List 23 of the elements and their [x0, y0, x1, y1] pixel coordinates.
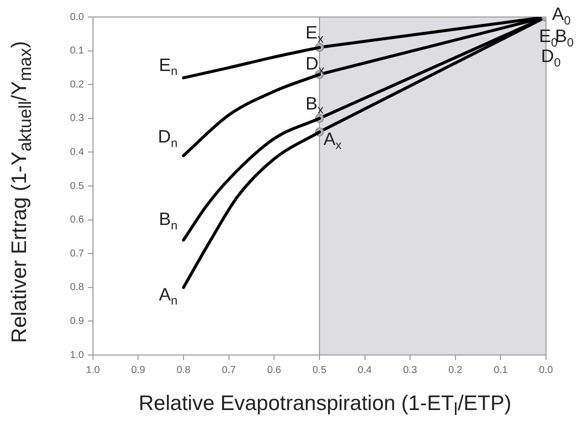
- x-tick-label: 0.1: [494, 364, 508, 376]
- x-tick-label: 0.3: [403, 364, 418, 376]
- y-tick-label: 0.0: [70, 12, 84, 23]
- y-tick-label: 0.6: [70, 214, 84, 226]
- x-tick-label: 0.8: [176, 364, 191, 376]
- y-tick-label: 0.2: [70, 79, 84, 90]
- x-tick-label: 0.7: [222, 364, 236, 376]
- y-tick-label: 0.8: [70, 282, 84, 294]
- x-tick-label: 0.2: [448, 364, 463, 376]
- x-tick-label: 0.4: [358, 364, 372, 376]
- x-tick-label: 0.9: [131, 364, 146, 376]
- y-tick-label: 0.5: [70, 180, 84, 192]
- y-tick-label: 0.1: [70, 46, 84, 57]
- y-tick-label: 0.4: [70, 146, 84, 158]
- x-tick-label: 0.0: [539, 364, 554, 376]
- y-tick-label: 1.0: [70, 350, 84, 361]
- x-tick-label: 1.0: [86, 364, 100, 376]
- x-tick-label: 0.5: [312, 364, 327, 376]
- y-tick-label: 0.7: [70, 248, 84, 260]
- x-tick-label: 0.6: [267, 364, 282, 376]
- x-axis-title: Relative Evapotranspiration (1-ET$_{l}$/ETP): [138, 392, 512, 420]
- y-tick-label: 0.3: [70, 113, 84, 124]
- y-tick-label: 0.9: [70, 316, 84, 327]
